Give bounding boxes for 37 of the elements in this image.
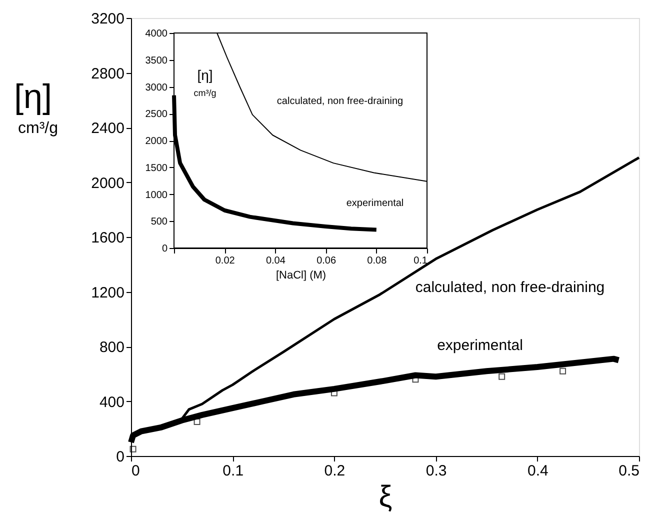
y-tick-label: 500 xyxy=(150,216,168,228)
x-tick-label: 0.3 xyxy=(426,462,447,480)
y-tick-label: 3500 xyxy=(145,55,168,66)
y-tick-label: 2000 xyxy=(145,136,168,147)
annotation: calculated, non free-draining xyxy=(415,279,605,296)
annotation: experimental xyxy=(346,198,404,209)
y-tick-label: 400 xyxy=(99,394,124,411)
x-tick-label: 0.4 xyxy=(527,462,548,480)
y-tick-label: 2800 xyxy=(91,65,124,82)
y-axis-title: [η] cm³/g xyxy=(14,78,58,137)
x-axis-title: [NaCl] (M) xyxy=(276,270,326,282)
x-tick-label: 0.04 xyxy=(266,256,286,266)
x-tick-label: 0 xyxy=(132,462,140,480)
y-tick-label: 2400 xyxy=(91,120,124,137)
y-tick-label: 1600 xyxy=(91,230,124,246)
x-tick-label: 0.1 xyxy=(414,256,428,266)
y-tick-label: 1000 xyxy=(145,190,168,201)
x-tick-label: 0.06 xyxy=(316,256,336,266)
y-tick-label: 1200 xyxy=(91,284,124,302)
x-tick-label: 0.2 xyxy=(324,462,346,480)
annotation: calculated, non free-draining xyxy=(276,96,404,107)
x-tick-label: 0.1 xyxy=(222,462,244,480)
annotation: experimental xyxy=(437,337,523,354)
y-tick-label: 0 xyxy=(162,244,168,254)
y-tick-label: 1500 xyxy=(145,162,168,174)
y-tick-label: 2000 xyxy=(91,174,124,192)
x-tick-label: 0.5 xyxy=(618,462,640,480)
y-tick-label: 4000 xyxy=(145,28,168,40)
y-tick-label: 2500 xyxy=(145,109,168,120)
x-axis-title: ξ xyxy=(378,480,392,514)
y-tick-label: 0 xyxy=(116,448,124,466)
x-tick-label: 0.08 xyxy=(367,256,388,266)
y-axis-title: [η] cm³/g xyxy=(194,67,216,98)
y-tick-label: 800 xyxy=(99,339,124,356)
y-tick-label: 3000 xyxy=(145,82,168,94)
x-tick-label: 0.02 xyxy=(215,256,236,266)
y-tick-label: 3200 xyxy=(91,10,124,28)
